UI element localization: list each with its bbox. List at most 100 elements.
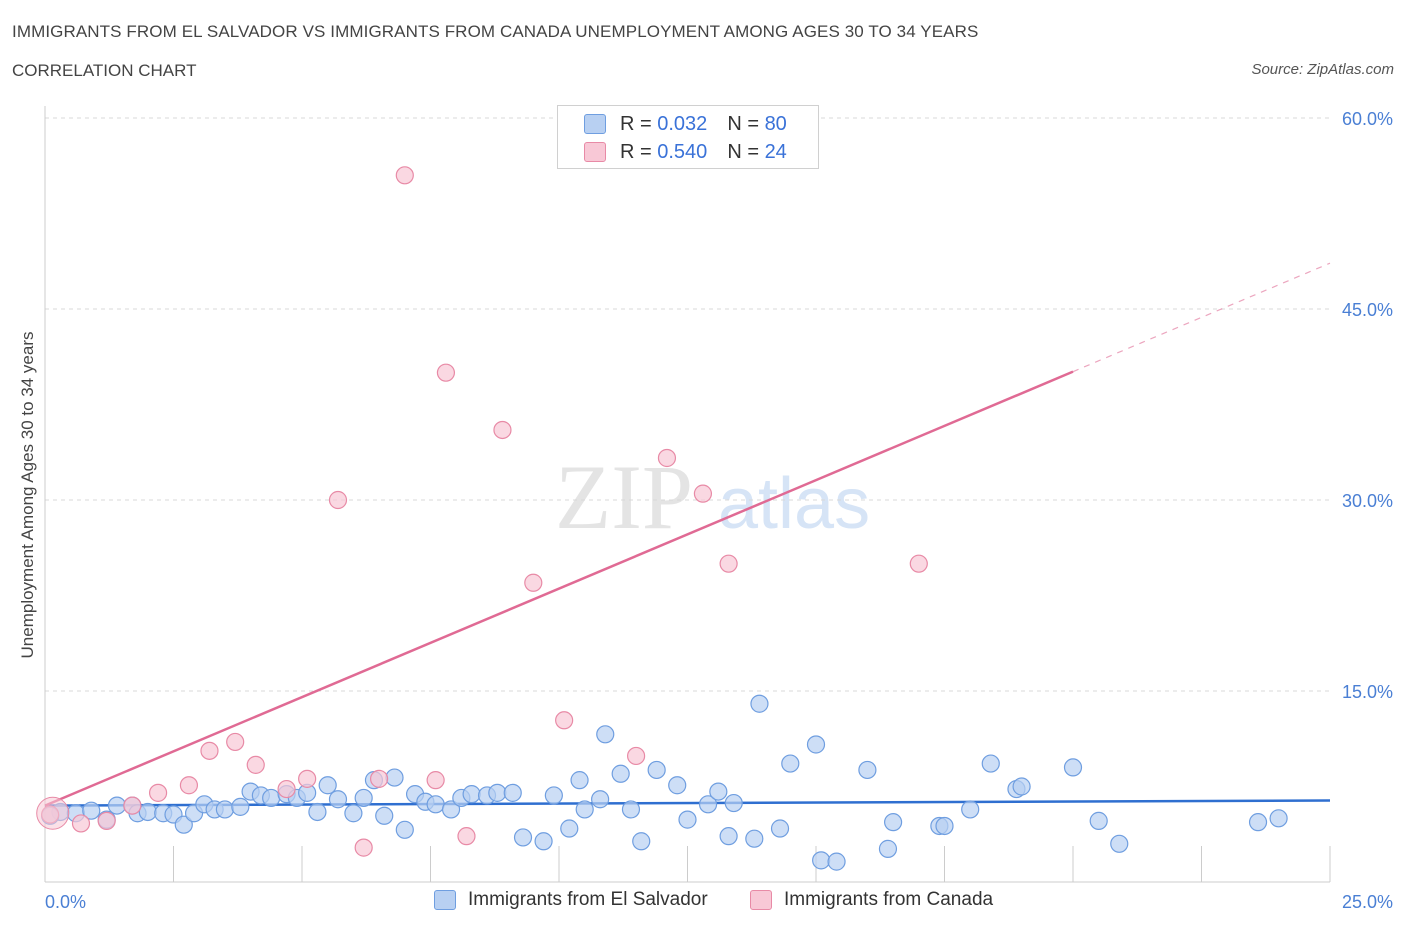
watermark-atlas: atlas: [718, 464, 870, 544]
el-salvador-point: [1269, 809, 1288, 828]
el-salvador-point: [513, 828, 533, 847]
trend-lines: [44, 262, 1331, 807]
bottom-legend-label: Immigrants from El Salvador: [468, 889, 708, 910]
y-tick-label: 30.0%: [1342, 491, 1393, 511]
canada-point: [200, 741, 219, 760]
el-salvador-point: [1248, 813, 1268, 832]
canada-point: [148, 783, 168, 802]
legend-r-value: 0.032: [657, 112, 708, 135]
y-axis-label: Unemployment Among Ages 30 to 34 years: [18, 332, 37, 659]
el-salvador-point: [1012, 777, 1031, 796]
canada-point: [657, 448, 677, 468]
legend-n-value: 80: [764, 112, 787, 135]
watermark: ZIP atlas: [555, 446, 870, 548]
canada-point: [226, 732, 245, 752]
legend-r-label: R =: [620, 140, 652, 163]
axes: 15.0% 30.0% 45.0% 60.0% 0.0% 25.0%: [44, 106, 1393, 912]
el-salvador-point: [709, 782, 728, 801]
el-salvador-point: [441, 800, 461, 819]
el-salvador-point: [1089, 811, 1108, 830]
el-salvador-point: [961, 800, 980, 819]
y-tick-label: 15.0%: [1342, 682, 1393, 702]
el-salvador-point: [328, 790, 348, 809]
el-salvador-point: [560, 819, 579, 838]
canada-point: [493, 420, 512, 440]
el-salvador-point: [503, 783, 522, 802]
el-salvador-point: [344, 804, 363, 823]
el-salvador-point: [570, 771, 589, 790]
el-salvador-point: [678, 810, 697, 829]
y-tick-label: 60.0%: [1342, 109, 1393, 129]
el-salvador-point: [770, 819, 790, 838]
canada-trend-line: [44, 370, 1074, 807]
y-tick-label: 45.0%: [1342, 300, 1393, 320]
el-salvador-point: [1110, 834, 1129, 853]
el-salvador-point: [138, 802, 157, 822]
el-salvador-point: [174, 815, 193, 834]
legend-n-label: N =: [727, 112, 759, 135]
canada-point: [370, 769, 389, 788]
el-salvador-point: [698, 795, 718, 814]
bottom-legend-el-salvador: Immigrants from El Salvador: [434, 889, 708, 911]
canada-point: [328, 490, 348, 510]
el-salvador-point: [215, 800, 234, 819]
bottom-legend-swatch-pink: [750, 890, 772, 910]
el-salvador-point: [488, 783, 507, 802]
el-salvador-point: [878, 839, 898, 858]
legend-row-canada: R = 0.540 N = 24: [584, 140, 787, 164]
el-salvador-point: [534, 832, 553, 851]
x-tick-label: 0.0%: [45, 892, 86, 912]
canada-point: [436, 363, 456, 382]
el-salvador-point: [1063, 758, 1083, 777]
canada-point: [693, 484, 713, 503]
x-tick-label: 25.0%: [1342, 892, 1393, 912]
el-salvador-point: [647, 760, 666, 780]
el-salvador-point: [812, 851, 831, 870]
canada-point: [246, 755, 265, 774]
el-salvador-point: [981, 754, 1000, 773]
el-salvador-point: [668, 776, 687, 795]
chart-title: IMMIGRANTS FROM EL SALVADOR VS IMMIGRANT…: [12, 22, 979, 41]
stats-legend: R = 0.032 N = 80 R = 0.540 N = 24: [557, 105, 819, 169]
chart-subtitle: CORRELATION CHART: [12, 61, 197, 80]
el-salvador-point: [621, 800, 641, 819]
el-salvador-point: [426, 795, 445, 814]
el-salvador-point: [596, 725, 615, 744]
legend-row-el-salvador: R = 0.032 N = 80: [584, 112, 787, 136]
canada-point: [457, 827, 476, 846]
canada-point: [426, 771, 445, 790]
el-salvador-point: [781, 754, 800, 773]
el-salvador-point: [591, 790, 610, 809]
el-salvador-point: [354, 788, 373, 808]
canada-point: [626, 746, 646, 766]
el-salvador-point: [611, 764, 630, 783]
el-salvador-point: [385, 768, 404, 787]
el-salvador-point: [262, 788, 281, 808]
canada-point: [524, 573, 543, 592]
canada-point: [555, 711, 574, 730]
data-points: [36, 166, 1288, 871]
el-salvador-point: [750, 694, 769, 713]
canada-trend-line-extrapolated: [1072, 262, 1331, 373]
canada-point: [97, 811, 116, 830]
el-salvador-point: [632, 832, 651, 851]
canada-point: [277, 779, 296, 799]
canada-point: [298, 769, 317, 788]
legend-swatch-blue: [584, 114, 606, 134]
canada-point: [71, 814, 91, 833]
el-salvador-point: [745, 829, 764, 848]
canada-point: [354, 838, 373, 857]
el-salvador-point: [462, 785, 481, 804]
el-salvador-point: [724, 793, 743, 813]
el-salvador-point: [827, 852, 846, 871]
el-salvador-point: [806, 735, 826, 754]
el-salvador-trend-line: [44, 799, 1331, 807]
canada-point: [719, 554, 738, 573]
el-salvador-point: [375, 806, 394, 825]
legend-n-label: N =: [727, 140, 759, 163]
canada-point: [395, 166, 414, 185]
el-salvador-point: [82, 801, 101, 820]
el-salvador-point: [883, 813, 903, 832]
el-salvador-point: [107, 796, 127, 815]
